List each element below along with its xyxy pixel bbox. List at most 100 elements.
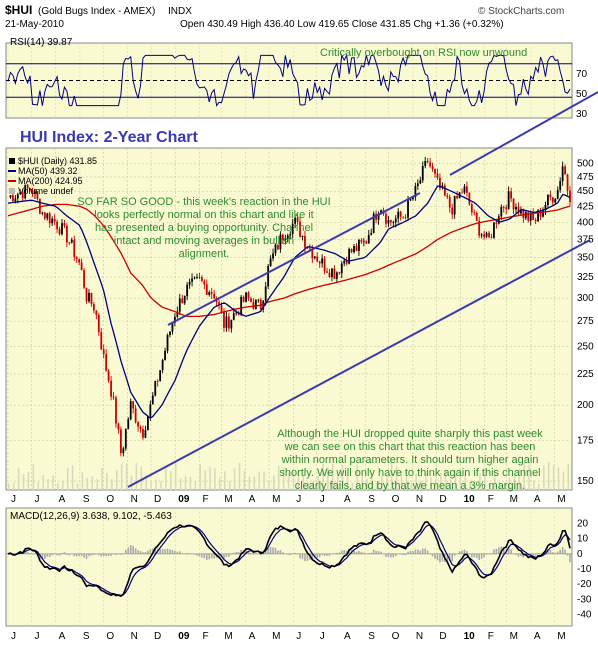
- macd-histogram-bar: [311, 553, 314, 560]
- volume-bar: [508, 477, 511, 490]
- volume-bar: [361, 476, 363, 490]
- rsi-tick-50: 50: [576, 89, 588, 100]
- price-bar-body: [36, 191, 39, 199]
- macd-histogram-bar: [247, 551, 250, 554]
- volume-bar: [390, 462, 393, 490]
- price-bar-body: [186, 284, 189, 297]
- volume-bar: [52, 475, 54, 490]
- price-bar-body: [448, 196, 451, 208]
- time-tick-label: S: [368, 494, 375, 505]
- annotation-bottom: Although the HUI dropped quite sharply t…: [277, 428, 543, 492]
- volume-bar: [341, 464, 344, 490]
- volume-bar: [223, 471, 226, 490]
- macd-histogram-bar: [264, 551, 267, 554]
- copyright-text: © StockCharts.com: [478, 6, 564, 17]
- macd-histogram-bar: [424, 548, 427, 554]
- rsi-label: RSI(14) 39.87: [10, 37, 73, 48]
- price-bar-body: [544, 204, 547, 211]
- macd-histogram-bar: [500, 546, 503, 554]
- macd-histogram-bar: [210, 553, 213, 559]
- price-bar-body: [24, 184, 27, 199]
- macd-histogram-bar: [358, 550, 360, 554]
- macd-histogram-bar: [431, 553, 434, 557]
- macd-histogram-bar: [517, 553, 520, 557]
- macd-histogram-bar: [245, 549, 247, 554]
- macd-histogram-bar: [321, 553, 323, 556]
- macd-histogram-bar: [552, 552, 554, 554]
- price-bar-body: [210, 292, 213, 294]
- macd-histogram-bar: [205, 553, 208, 560]
- price-tick-label: 200: [577, 400, 594, 411]
- macd-histogram-bar: [201, 553, 203, 558]
- volume-bar: [27, 471, 30, 490]
- volume-bar: [71, 465, 74, 490]
- macd-histogram-bar: [328, 553, 331, 556]
- macd-histogram-bar: [51, 553, 53, 556]
- price-bar-body: [41, 212, 44, 214]
- volume-bar: [523, 462, 525, 490]
- macd-panel: [5, 507, 573, 627]
- volume-bar: [194, 480, 197, 490]
- price-bar-body: [247, 292, 250, 299]
- volume-bar: [32, 464, 35, 490]
- volume-bar: [243, 470, 246, 490]
- macd-histogram-bar: [137, 550, 139, 554]
- price-bar-body: [68, 242, 71, 244]
- price-bar-body: [453, 195, 456, 215]
- price-bar-body: [164, 350, 166, 361]
- legend-volume-swatch: [9, 188, 15, 194]
- price-bar-body: [397, 211, 400, 219]
- price-bar-body: [21, 192, 24, 199]
- price-bar-body: [65, 225, 68, 243]
- chart-title: HUI Index: 2-Year Chart: [20, 129, 199, 146]
- macd-histogram-bar: [124, 549, 127, 554]
- price-bar-body: [313, 256, 316, 259]
- price-bar-body: [399, 211, 402, 217]
- price-bar-body: [328, 272, 331, 277]
- macd-histogram-bar: [490, 553, 493, 554]
- macd-histogram-bar: [340, 550, 343, 554]
- volume-bar: [145, 474, 148, 490]
- macd-histogram-bar: [127, 547, 130, 554]
- price-bar-body: [500, 206, 503, 217]
- price-bar-body: [61, 223, 63, 235]
- price-bar-body: [269, 258, 272, 267]
- price-tick-label: 425: [577, 201, 594, 212]
- macd-histogram-bar: [73, 553, 76, 557]
- macd-tick-label: 20: [577, 519, 589, 530]
- volume-bar: [336, 474, 339, 490]
- price-bar-body: [493, 222, 495, 238]
- price-bar-body: [385, 213, 387, 224]
- annotation-top-line-5: alignment.: [179, 248, 230, 260]
- macd-histogram-bar: [58, 553, 61, 556]
- annotation-bottom-line-4: shortly. We will only have to think agai…: [279, 467, 540, 479]
- macd-histogram-bar: [461, 550, 463, 554]
- macd-histogram-bar: [259, 553, 262, 556]
- rsi-line: [7, 53, 571, 107]
- price-bar-body: [272, 253, 274, 259]
- macd-histogram-bar: [188, 553, 191, 554]
- price-bar-body: [392, 222, 395, 223]
- price-bar-body: [394, 218, 397, 223]
- macd-histogram-bar: [544, 551, 547, 554]
- price-bar-body: [551, 197, 554, 203]
- volume-bar: [111, 478, 113, 490]
- volume-bar: [439, 472, 442, 490]
- price-bar-body: [200, 277, 203, 281]
- price-bar-body: [225, 316, 228, 328]
- price-bar-body: [414, 185, 417, 198]
- time-tick-label-macd: A: [59, 631, 66, 642]
- price-bar-body: [294, 217, 297, 224]
- macd-histogram-bar: [88, 553, 90, 557]
- volume-bar: [366, 478, 368, 490]
- macd-histogram-bar: [122, 553, 125, 554]
- volume-bar: [233, 468, 236, 490]
- price-bar-body: [340, 263, 343, 274]
- price-bar-body: [507, 191, 510, 210]
- volume-bar: [155, 479, 157, 490]
- macd-histogram-bar: [380, 551, 382, 554]
- macd-histogram-bar: [171, 550, 174, 554]
- time-tick-label: F: [203, 494, 209, 505]
- price-bar-body: [456, 195, 459, 199]
- time-tick-label-macd: M: [272, 631, 280, 642]
